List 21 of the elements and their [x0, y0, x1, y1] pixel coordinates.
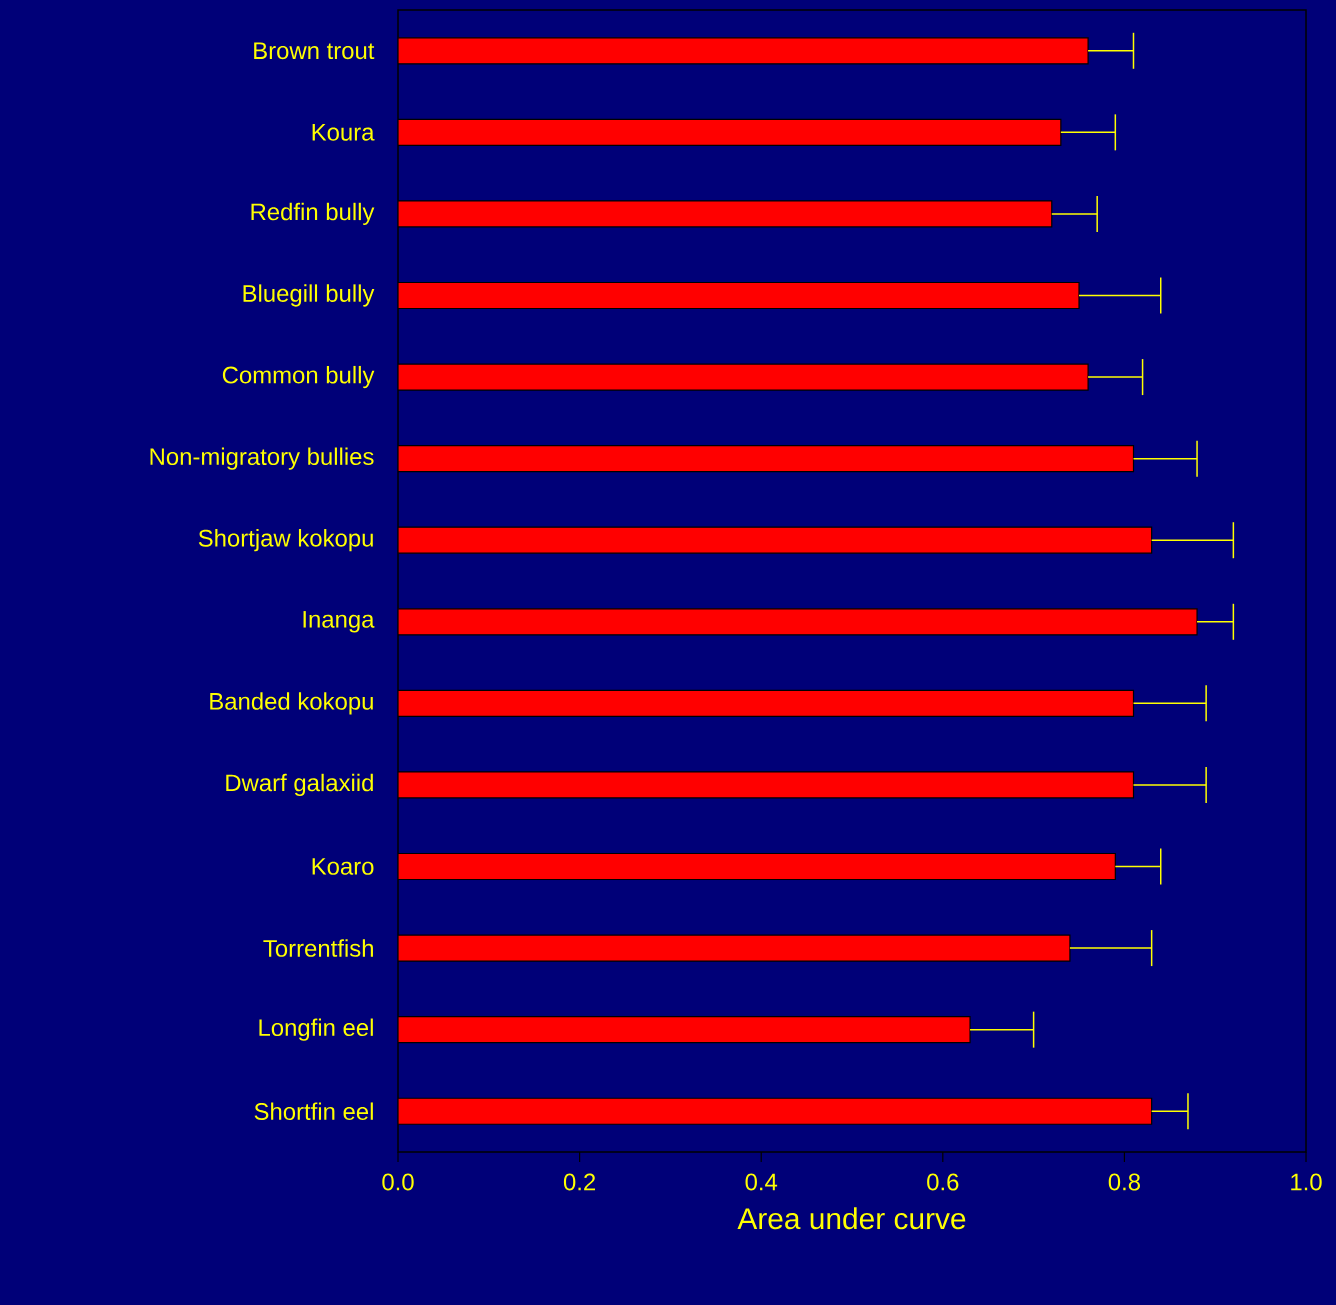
- y-tick-label: Banded kokopu: [210, 692, 373, 715]
- y-tick-label: Koaro: [312, 858, 374, 875]
- x-tick-label: 0.2: [563, 1173, 596, 1191]
- y-tick-label: Bluegill bully: [243, 284, 375, 307]
- x-tick-label: 0.0: [382, 1173, 414, 1191]
- y-tick-label: Brown trout: [254, 42, 375, 60]
- y-tick-label: Longfin eel: [259, 1018, 373, 1041]
- y-tick-label: Shortjaw kokopu: [198, 529, 373, 552]
- x-tick-label: 0.6: [927, 1173, 959, 1191]
- x-tick-label: 0.4: [745, 1173, 778, 1191]
- y-tick-label: Non-migratory bullies: [150, 447, 374, 470]
- x-tick-label: 1.0: [1291, 1173, 1322, 1191]
- x-tick-label: 0.8: [1108, 1173, 1140, 1191]
- y-tick-label: Torrentfish: [263, 939, 373, 957]
- y-tick-label: Redfin bully: [251, 202, 375, 226]
- y-tick-label: Inanga: [303, 611, 375, 633]
- x-axis-title: Area under curve: [737, 1207, 966, 1230]
- y-tick-label: Dwarf galaxiid: [226, 773, 373, 797]
- y-tick-label: Koura: [312, 124, 375, 141]
- y-tick-label: Shortfin eel: [254, 1102, 373, 1121]
- y-tick-label: Common bully: [222, 365, 375, 389]
